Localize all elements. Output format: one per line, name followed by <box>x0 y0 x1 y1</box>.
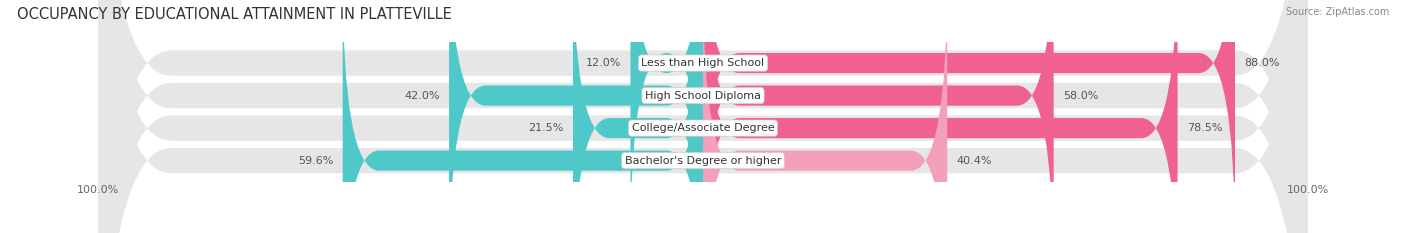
FancyBboxPatch shape <box>703 0 1234 233</box>
FancyBboxPatch shape <box>449 0 703 233</box>
FancyBboxPatch shape <box>703 0 1178 233</box>
Text: 12.0%: 12.0% <box>586 58 621 68</box>
Text: College/Associate Degree: College/Associate Degree <box>631 123 775 133</box>
Text: 88.0%: 88.0% <box>1244 58 1279 68</box>
FancyBboxPatch shape <box>574 0 703 233</box>
FancyBboxPatch shape <box>98 0 1308 233</box>
FancyBboxPatch shape <box>703 0 1053 233</box>
Text: 40.4%: 40.4% <box>956 156 991 166</box>
Text: 58.0%: 58.0% <box>1063 91 1098 101</box>
FancyBboxPatch shape <box>343 0 703 233</box>
Text: 42.0%: 42.0% <box>405 91 440 101</box>
Text: 59.6%: 59.6% <box>298 156 333 166</box>
Text: OCCUPANCY BY EDUCATIONAL ATTAINMENT IN PLATTEVILLE: OCCUPANCY BY EDUCATIONAL ATTAINMENT IN P… <box>17 7 451 22</box>
FancyBboxPatch shape <box>703 0 948 233</box>
Text: Bachelor's Degree or higher: Bachelor's Degree or higher <box>624 156 782 166</box>
Text: 21.5%: 21.5% <box>529 123 564 133</box>
Text: 78.5%: 78.5% <box>1187 123 1222 133</box>
FancyBboxPatch shape <box>630 0 703 233</box>
FancyBboxPatch shape <box>98 0 1308 233</box>
Text: Source: ZipAtlas.com: Source: ZipAtlas.com <box>1285 7 1389 17</box>
FancyBboxPatch shape <box>98 0 1308 233</box>
Text: Less than High School: Less than High School <box>641 58 765 68</box>
FancyBboxPatch shape <box>98 0 1308 233</box>
Text: High School Diploma: High School Diploma <box>645 91 761 101</box>
